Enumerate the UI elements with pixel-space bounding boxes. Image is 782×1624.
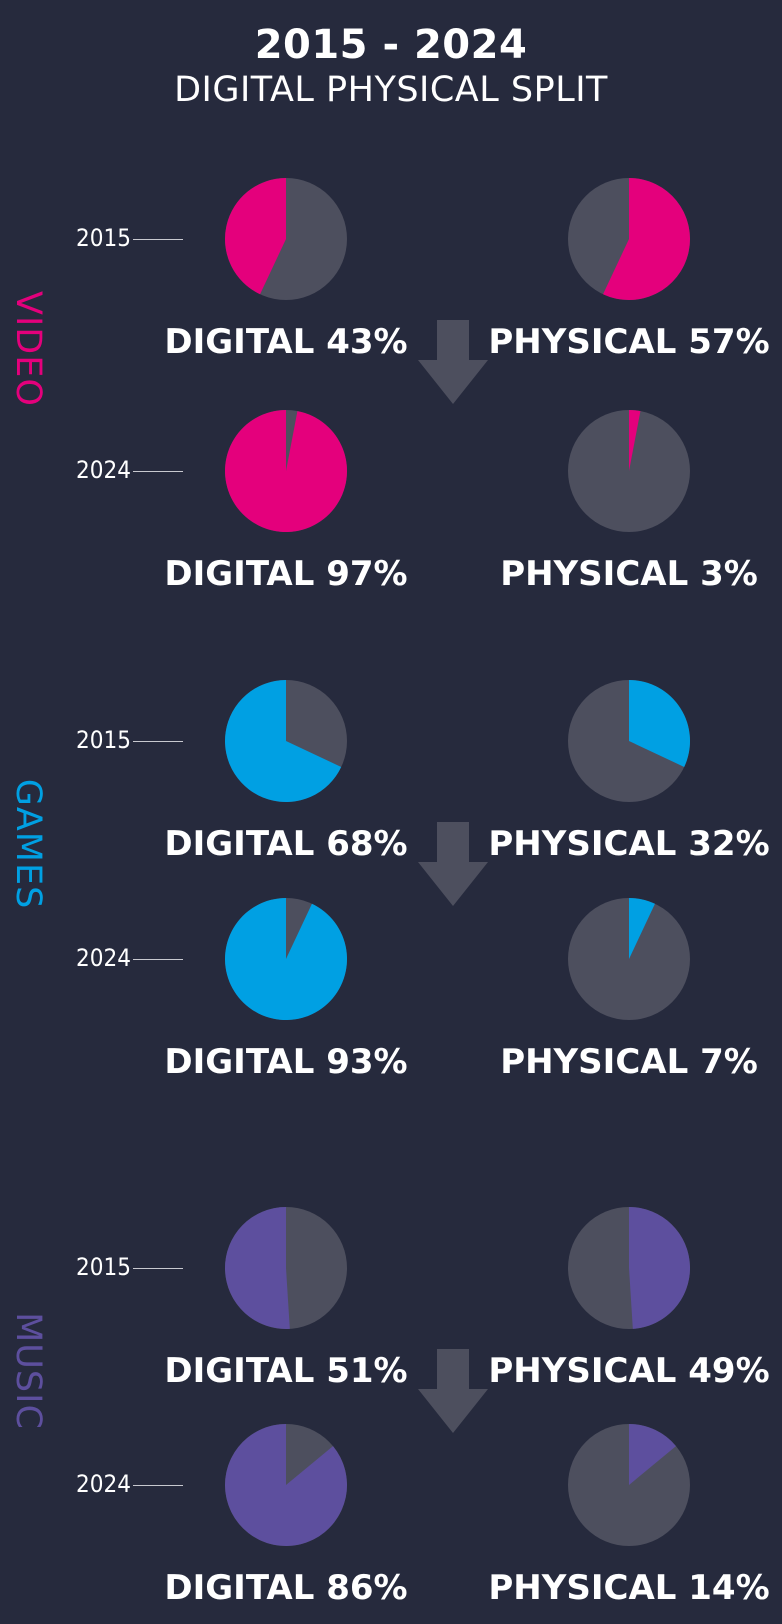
down-arrow-shape-1	[418, 822, 488, 906]
chart-title: 2015 - 2024	[254, 22, 528, 68]
digital-label-music-2024: DIGITAL 86%	[164, 1568, 408, 1608]
year-label-games-2015: 2015	[76, 726, 131, 754]
pie-digital-video-2015-value-slice	[225, 178, 286, 295]
year-connector-line	[133, 959, 183, 960]
category-label-music: MUSIC	[8, 1311, 48, 1430]
pie-digital-music-2024-value-slice	[224, 1424, 347, 1546]
chart-subtitle: DIGITAL PHYSICAL SPLIT	[174, 70, 608, 110]
year-connector-line	[133, 1485, 183, 1486]
pie-digital-video-2024-value-slice	[225, 410, 347, 532]
pie-digital-music-2024	[224, 1424, 347, 1546]
physical-label-music-2024: PHYSICAL 14%	[488, 1568, 770, 1608]
year-label-games-2024: 2024	[76, 944, 131, 972]
pie-digital-video-2024	[225, 410, 347, 532]
physical-label-games-2015: PHYSICAL 32%	[488, 824, 770, 864]
pie-physical-video-2024-value-slice	[629, 410, 641, 471]
pie-digital-video-2015	[225, 178, 347, 300]
year-label-music-2015: 2015	[76, 1253, 131, 1281]
year-label-video-2024: 2024	[76, 456, 131, 484]
year-connector-line	[133, 741, 183, 742]
year-connector-line	[133, 471, 183, 472]
pie-physical-games-2024-value-slice	[629, 898, 655, 959]
pie-digital-games-2015	[225, 680, 347, 802]
physical-label-games-2024: PHYSICAL 7%	[500, 1042, 758, 1082]
pie-digital-games-2024-value-slice	[224, 898, 347, 1020]
category-label-games: GAMES	[8, 778, 48, 910]
pie-digital-games-2015-value-slice	[225, 680, 342, 802]
pie-physical-music-2024	[568, 1424, 690, 1546]
year-connector-line	[133, 1268, 183, 1269]
pie-physical-games-2024	[568, 898, 690, 1020]
year-connector-line	[133, 239, 183, 240]
pie-digital-music-2015-value-slice	[224, 1207, 290, 1329]
physical-label-video-2015: PHYSICAL 57%	[488, 322, 770, 362]
digital-label-video-2024: DIGITAL 97%	[164, 554, 408, 594]
down-arrow-icon	[418, 1349, 488, 1433]
pie-physical-music-2015-value-slice	[629, 1207, 690, 1329]
pie-physical-music-2024-value-slice	[629, 1424, 677, 1485]
physical-label-music-2015: PHYSICAL 49%	[488, 1351, 770, 1391]
digital-label-games-2015: DIGITAL 68%	[164, 824, 408, 864]
down-arrow-shape-2	[418, 1349, 488, 1433]
year-label-music-2024: 2024	[76, 1470, 131, 1498]
pie-physical-video-2015	[568, 178, 690, 300]
pie-physical-games-2015-value-slice	[629, 680, 690, 767]
down-arrow-icon	[418, 320, 488, 404]
pie-physical-music-2015	[568, 1207, 690, 1329]
pie-physical-video-2024	[568, 410, 690, 532]
digital-label-music-2015: DIGITAL 51%	[164, 1351, 408, 1391]
digital-label-video-2015: DIGITAL 43%	[164, 322, 408, 362]
category-label-video: VIDEO	[8, 291, 48, 407]
down-arrow-icon	[418, 822, 488, 906]
pie-physical-video-2015-value-slice	[603, 178, 690, 300]
digital-label-games-2024: DIGITAL 93%	[164, 1042, 408, 1082]
pie-digital-music-2015	[224, 1207, 347, 1329]
physical-label-video-2024: PHYSICAL 3%	[500, 554, 758, 594]
down-arrow-shape-0	[418, 320, 488, 404]
pie-digital-games-2024	[224, 898, 347, 1020]
pie-physical-games-2015	[568, 680, 690, 802]
year-label-video-2015: 2015	[76, 224, 131, 252]
